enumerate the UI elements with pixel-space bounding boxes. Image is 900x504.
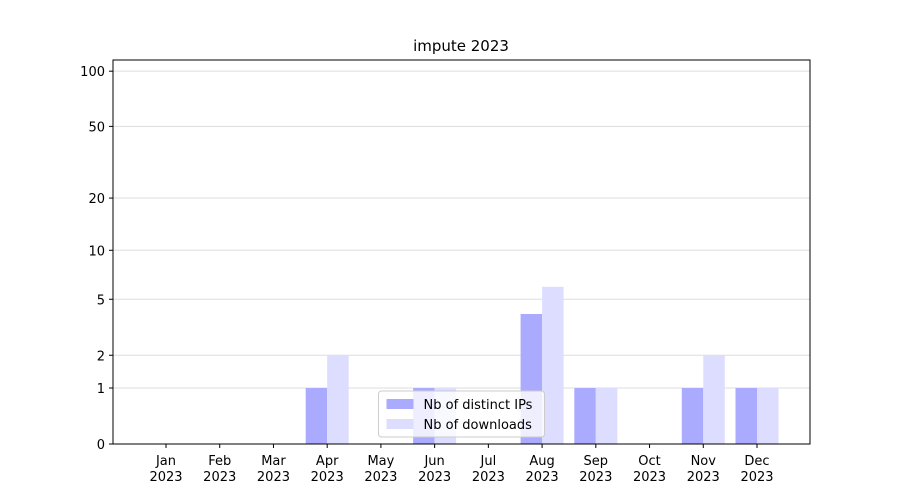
x-tick-label: Jul 2023 — [472, 454, 505, 485]
bar — [595, 388, 618, 444]
x-tick-label: Nov 2023 — [687, 454, 720, 485]
y-tick-label: 100 — [80, 65, 105, 80]
legend-label: Nb of downloads — [424, 418, 533, 433]
x-tick-label: Sep 2023 — [579, 454, 612, 485]
y-tick-label: 20 — [88, 192, 105, 207]
bar — [735, 388, 757, 444]
bar — [681, 388, 704, 444]
legend-box — [378, 390, 545, 438]
y-tick-label: 5 — [97, 293, 105, 308]
y-tick-label: 1 — [97, 382, 105, 397]
x-tick-label: Apr 2023 — [311, 454, 344, 485]
bar — [327, 355, 349, 444]
legend-swatch — [386, 399, 414, 409]
x-tick-label: Oct 2023 — [633, 454, 666, 485]
x-tick-label: Dec 2023 — [740, 454, 773, 485]
y-tick-label: 10 — [88, 244, 105, 259]
bar — [757, 388, 779, 444]
y-tick-label: 0 — [97, 438, 105, 453]
x-tick-label: Mar 2023 — [257, 454, 290, 485]
chart-title: impute 2023 — [413, 37, 509, 55]
bar — [542, 286, 564, 444]
bar — [305, 388, 328, 444]
x-tick-label: Jan 2023 — [149, 454, 182, 485]
x-tick-label: Feb 2023 — [203, 454, 236, 485]
bar — [703, 355, 725, 444]
y-tick-label: 50 — [88, 120, 105, 135]
x-tick-label: Jun 2023 — [418, 454, 451, 485]
bar — [574, 388, 596, 444]
x-tick-label: Aug 2023 — [526, 454, 559, 485]
y-tick-label: 2 — [97, 349, 105, 364]
x-tick-label: May 2023 — [364, 454, 397, 485]
legend-label: Nb of distinct IPs — [424, 398, 533, 413]
plot-frame — [112, 59, 811, 445]
legend-swatch — [386, 419, 414, 429]
